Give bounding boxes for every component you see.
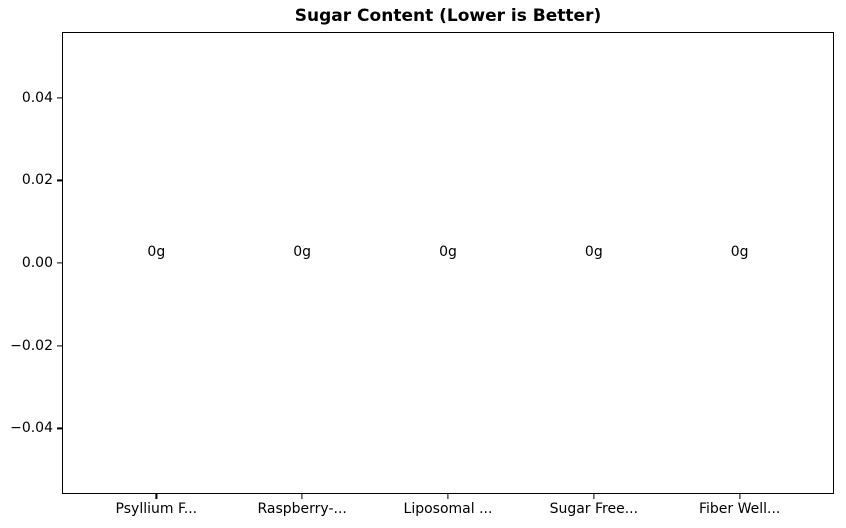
- y-tick-label: 0.04: [21, 89, 53, 106]
- y-tick-label: −0.02: [10, 337, 53, 354]
- chart-title: Sugar Content (Lower is Better): [294, 6, 602, 26]
- x-tick-label: Raspberry-...: [257, 501, 347, 517]
- x-tick-label: Fiber Well...: [698, 501, 781, 517]
- bar-value-label: 0g: [439, 244, 457, 260]
- x-tick-label: Psyllium F...: [115, 501, 198, 517]
- x-tick-mark: [301, 494, 303, 499]
- y-tick-mark: [57, 97, 62, 99]
- bar-value-label: 0g: [147, 244, 166, 260]
- y-tick-label: 0.00: [21, 255, 53, 271]
- y-tick-mark: [57, 345, 62, 347]
- y-tick-mark: [57, 427, 62, 429]
- bar-value-label: 0g: [584, 244, 603, 260]
- y-tick-label: 0.02: [21, 172, 53, 189]
- y-tick-mark: [57, 179, 62, 181]
- plot-area: 0.04 0.02 0.00 −0.02 −0.04 Psyllium F... 0g Ras…: [10, 32, 834, 516]
- x-tick-label: Liposomal ...: [403, 501, 493, 517]
- x-tick-mark: [739, 494, 741, 499]
- x-tick-mark: [593, 494, 595, 499]
- y-tick-label: −0.04: [10, 420, 53, 437]
- x-tick-mark: [447, 494, 449, 499]
- bar-value-label: 0g: [730, 244, 749, 260]
- x-tick-mark: [155, 494, 157, 499]
- y-tick-mark: [57, 262, 62, 264]
- x-tick-label: Sugar Free...: [549, 501, 639, 517]
- bar-value-label: 0g: [293, 244, 312, 260]
